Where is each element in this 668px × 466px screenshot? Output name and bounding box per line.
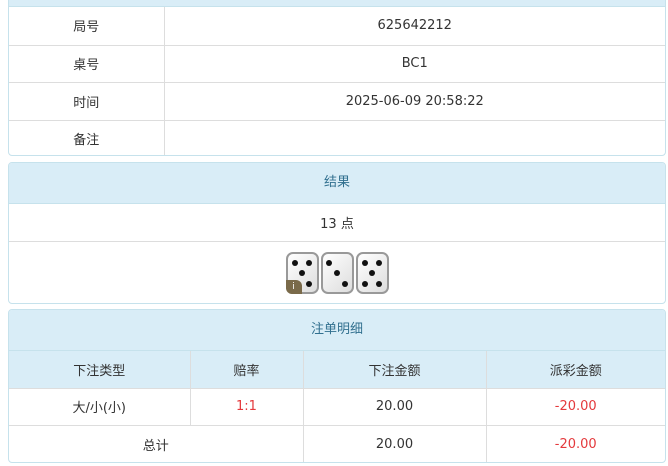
- pip: [291, 259, 298, 266]
- table-header: 下注类型 赔率 下注金额 派彩金额: [9, 351, 665, 389]
- bet-amount: 20.00: [302, 387, 487, 426]
- pip: [306, 259, 313, 266]
- round-info-panel: 局号 625642212 桌号 BC1 时间 2025-06-09 20:58:22 …: [8, 0, 666, 156]
- result-points: 13 点: [9, 204, 665, 242]
- label: 时间: [9, 81, 165, 121]
- label: 桌号: [9, 44, 165, 83]
- table-row: 大/小(小) 1:1 20.00 -20.00: [9, 387, 665, 426]
- bet-details-panel: 注单明细 下注类型 赔率 下注金额 派彩金额 大/小(小) 1:1 20.00 …: [8, 309, 666, 463]
- value: 2025-06-09 20:58:22: [163, 81, 665, 121]
- value: BC1: [163, 44, 665, 83]
- info-row: 局号 625642212: [9, 7, 665, 46]
- pip: [369, 270, 375, 277]
- label: 备注: [9, 119, 165, 155]
- col-amount: 下注金额: [302, 351, 487, 389]
- dice-row: i: [9, 240, 665, 303]
- pip: [376, 280, 383, 287]
- pip: [299, 270, 305, 277]
- total-label: 总计: [9, 424, 304, 462]
- pip: [306, 280, 313, 287]
- die-5-icon: i: [285, 252, 319, 295]
- bet-odds: 1:1: [189, 387, 304, 426]
- pip: [334, 270, 340, 277]
- total-payout: -20.00: [485, 424, 665, 462]
- col-payout: 派彩金额: [485, 351, 665, 389]
- result-panel: 结果 13 点 i: [8, 162, 666, 304]
- pip: [342, 280, 349, 287]
- col-type: 下注类型: [9, 351, 191, 389]
- info-badge-icon[interactable]: i: [285, 280, 302, 295]
- total-amount: 20.00: [302, 424, 487, 462]
- label: 局号: [9, 7, 165, 46]
- pip: [325, 259, 332, 266]
- col-odds: 赔率: [189, 351, 304, 389]
- panel-header: [9, 0, 665, 7]
- bet-type: 大/小(小): [9, 387, 191, 426]
- result-title: 结果: [9, 163, 665, 204]
- value: 625642212: [163, 7, 665, 46]
- pip: [361, 280, 368, 287]
- value: [163, 119, 665, 155]
- pip: [361, 259, 368, 266]
- die-5-icon: [355, 252, 389, 295]
- pip: [376, 259, 383, 266]
- info-row: 桌号 BC1: [9, 44, 665, 83]
- bet-details-title: 注单明细: [9, 310, 665, 351]
- info-row: 时间 2025-06-09 20:58:22: [9, 81, 665, 121]
- bet-payout: -20.00: [485, 387, 665, 426]
- info-row: 备注: [9, 119, 665, 155]
- die-3-icon: [320, 252, 354, 295]
- total-row: 总计 20.00 -20.00: [9, 424, 665, 462]
